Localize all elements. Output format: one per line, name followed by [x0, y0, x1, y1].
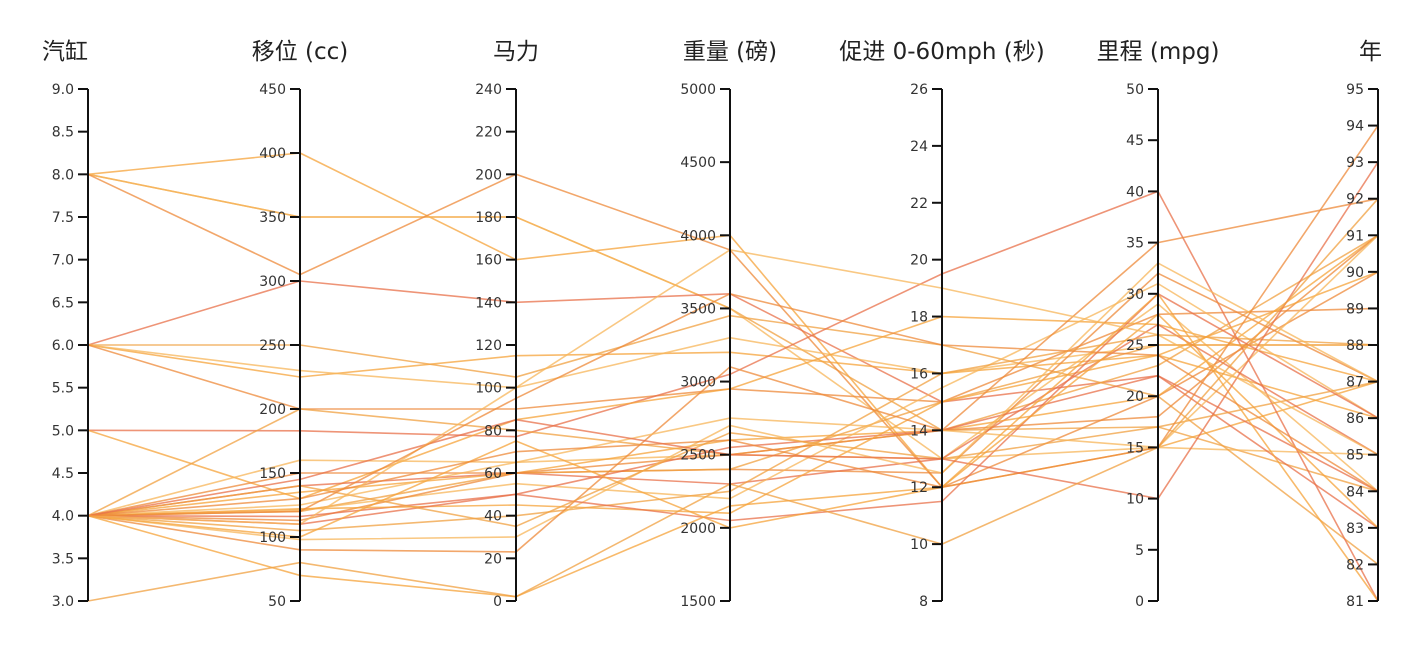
series-line	[87, 152, 1379, 489]
tick-label: 50	[268, 594, 286, 610]
tick-label: 1500	[680, 594, 716, 610]
axis-title[interactable]: 移位 (cc)	[252, 39, 349, 65]
tick-label: 25	[1126, 338, 1144, 354]
tick-label: 450	[259, 82, 286, 98]
axis-hp: 0 20 40 60 80 100 120 140 160 180 200 220 240 马力	[475, 39, 539, 610]
tick-label: 95	[1346, 82, 1364, 98]
tick-label: 150	[259, 466, 286, 482]
tick-label: 0	[493, 594, 502, 610]
tick-label: 160	[475, 253, 502, 269]
tick-label: 88	[1346, 338, 1364, 354]
tick-label: 300	[259, 274, 286, 290]
tick-label: 100	[475, 381, 502, 397]
tick-label: 250	[259, 338, 286, 354]
tick-label: 12	[910, 480, 928, 496]
tick-label: 200	[475, 167, 502, 183]
tick-label: 6.0	[52, 338, 74, 354]
tick-label: 220	[475, 125, 502, 141]
axis-title[interactable]: 里程 (mpg)	[1097, 39, 1220, 65]
tick-label: 5	[1135, 543, 1144, 559]
tick-label: 2500	[680, 448, 716, 464]
tick-label: 5.5	[52, 381, 74, 397]
axes-layer: 3.0 3.5 4.0 4.5 5.0 5.5 6.0 6.5 7.0 7.5 8.0 8.5 9.0 汽…	[42, 39, 1382, 610]
tick-label: 14	[910, 423, 928, 439]
axis-cyl: 3.0 3.5 4.0 4.5 5.0 5.5 6.0 6.5 7.0 7.5 8.0 8.5 9.0 汽…	[42, 39, 89, 610]
tick-label: 83	[1346, 521, 1364, 537]
tick-label: 3.0	[52, 594, 74, 610]
tick-label: 16	[910, 366, 928, 382]
tick-label: 7.5	[52, 210, 74, 226]
tick-label: 4000	[680, 228, 716, 244]
tick-label: 5000	[680, 82, 716, 98]
tick-label: 4.5	[52, 466, 74, 482]
axis-mpg: 0 5 10 15 20 25 30 35 40 45 50 里程 (mpg)	[1097, 39, 1220, 610]
axis-title[interactable]: 年	[1359, 39, 1382, 65]
tick-label: 4500	[680, 155, 716, 171]
tick-label: 15	[1126, 440, 1144, 456]
tick-label: 22	[910, 196, 928, 212]
axis-title[interactable]: 汽缸	[42, 39, 88, 65]
tick-label: 3000	[680, 375, 716, 391]
axis-title[interactable]: 马力	[493, 39, 539, 65]
tick-label: 90	[1346, 265, 1364, 281]
tick-label: 87	[1346, 375, 1364, 391]
tick-label: 91	[1346, 228, 1364, 244]
tick-label: 30	[1126, 287, 1144, 303]
tick-label: 24	[910, 139, 928, 155]
tick-label: 84	[1346, 484, 1364, 500]
axis-disp: 50 100 150 200 250 300 350 400 450 移位 (cc)	[252, 39, 349, 610]
tick-label: 94	[1346, 119, 1364, 135]
tick-label: 100	[259, 530, 286, 546]
tick-label: 10	[910, 537, 928, 553]
tick-label: 180	[475, 210, 502, 226]
tick-label: 40	[1126, 184, 1144, 200]
tick-label: 89	[1346, 301, 1364, 317]
tick-label: 4.0	[52, 509, 74, 525]
tick-label: 50	[1126, 82, 1144, 98]
tick-label: 81	[1346, 594, 1364, 610]
tick-label: 18	[910, 310, 928, 326]
tick-label: 240	[475, 82, 502, 98]
tick-label: 85	[1346, 448, 1364, 464]
series-line	[87, 374, 1379, 518]
tick-label: 2000	[680, 521, 716, 537]
tick-label: 9.0	[52, 82, 74, 98]
tick-label: 5.0	[52, 423, 74, 439]
tick-label: 350	[259, 210, 286, 226]
tick-label: 86	[1346, 411, 1364, 427]
tick-label: 8	[919, 594, 928, 610]
tick-label: 93	[1346, 155, 1364, 171]
tick-label: 8.5	[52, 125, 74, 141]
tick-label: 6.5	[52, 295, 74, 311]
tick-label: 60	[484, 466, 502, 482]
series-line	[87, 197, 1379, 553]
tick-label: 400	[259, 146, 286, 162]
tick-label: 82	[1346, 557, 1364, 573]
tick-label: 92	[1346, 192, 1364, 208]
tick-label: 45	[1126, 133, 1144, 149]
tick-label: 20	[910, 253, 928, 269]
tick-label: 120	[475, 338, 502, 354]
tick-label: 80	[484, 423, 502, 439]
tick-label: 0	[1135, 594, 1144, 610]
tick-label: 140	[475, 295, 502, 311]
tick-label: 3500	[680, 301, 716, 317]
tick-label: 10	[1126, 492, 1144, 508]
tick-label: 20	[484, 551, 502, 567]
tick-label: 7.0	[52, 253, 74, 269]
tick-label: 26	[910, 82, 928, 98]
axis-wt: 1500 2000 2500 3000 3500 4000 4500 5000 重量 (磅)	[680, 39, 777, 610]
tick-label: 20	[1126, 389, 1144, 405]
tick-label: 8.0	[52, 167, 74, 183]
tick-label: 200	[259, 402, 286, 418]
axis-title[interactable]: 重量 (磅)	[683, 39, 777, 65]
axis-yr: 81 82 83 84 85 86 87 88 89 90 91 92 93 94 95 年	[1346, 39, 1382, 610]
tick-label: 40	[484, 509, 502, 525]
axis-title[interactable]: 促进 0-60mph (秒)	[839, 39, 1044, 65]
axis-acc: 8 10 12 14 16 18 20 22 24 26 促进 0-60mph (秒)	[839, 39, 1044, 610]
tick-label: 3.5	[52, 551, 74, 567]
tick-label: 35	[1126, 236, 1144, 252]
